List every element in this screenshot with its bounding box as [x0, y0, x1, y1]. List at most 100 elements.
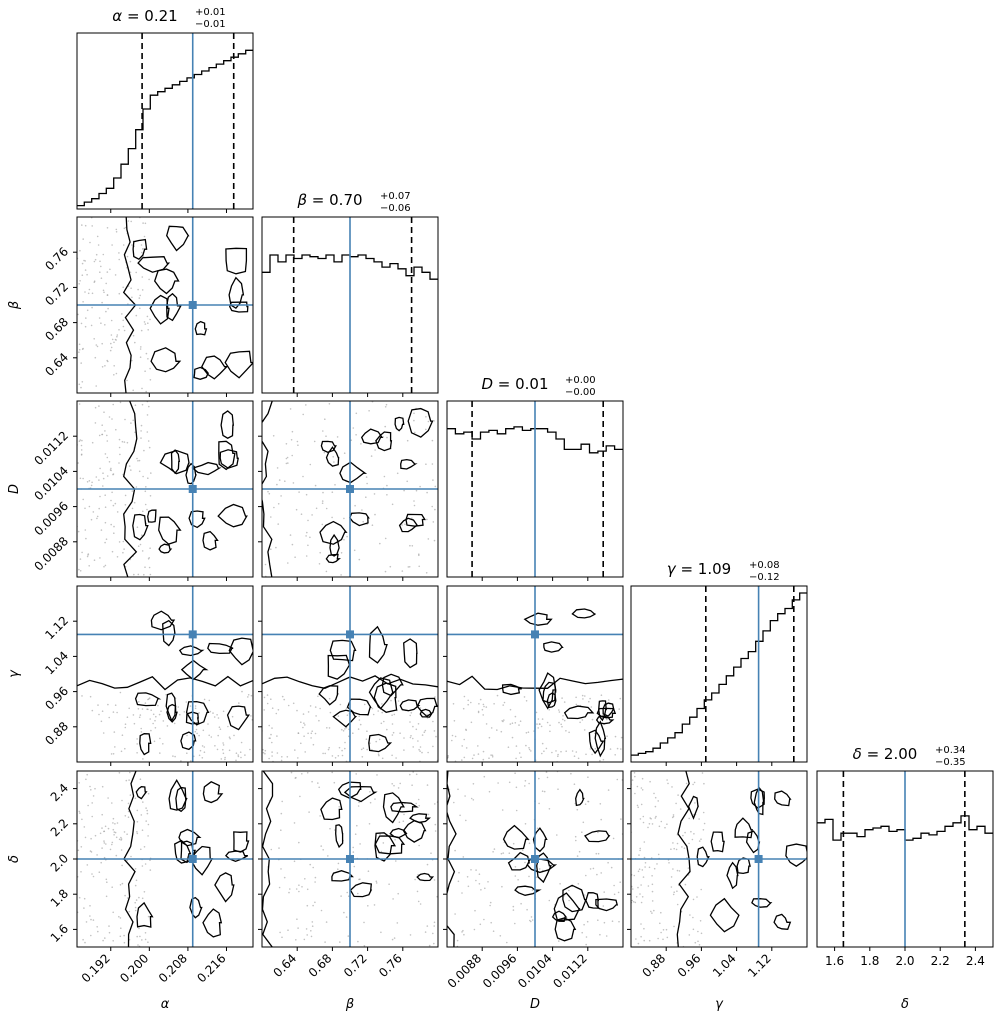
sample-point [473, 754, 475, 756]
sample-point [579, 721, 581, 724]
sample-point [113, 365, 115, 367]
sample-point [688, 842, 690, 845]
sample-point [332, 456, 335, 458]
sample-point [299, 795, 301, 798]
sample-point [138, 701, 140, 703]
sample-point [563, 701, 566, 703]
sample-point [657, 937, 659, 940]
sample-point [525, 700, 528, 702]
sample-point [672, 893, 675, 896]
sample-point [612, 837, 615, 840]
sample-point [199, 749, 202, 752]
sample-point [142, 248, 144, 250]
sample-point [96, 235, 99, 238]
sample-point [152, 722, 154, 725]
sample-point [328, 746, 331, 749]
sample-point [462, 856, 465, 858]
sample-point [195, 728, 198, 731]
sample-point [479, 923, 482, 926]
sample-point [620, 818, 622, 820]
sample-point [391, 503, 394, 506]
sample-point [642, 821, 645, 824]
sample-point [525, 744, 527, 747]
sample-point [144, 370, 146, 373]
contour-line [360, 428, 384, 445]
sample-point [538, 777, 540, 780]
sample-point [314, 706, 317, 708]
sample-point [313, 440, 316, 443]
sample-point [297, 927, 299, 929]
sample-point [426, 784, 429, 786]
sample-point [474, 909, 476, 912]
sample-point [81, 551, 83, 554]
sample-point [482, 758, 485, 761]
sample-point [290, 771, 293, 774]
sample-point [636, 785, 639, 788]
sample-point [541, 790, 544, 792]
sample-point [136, 743, 138, 745]
sample-point [390, 699, 392, 702]
sample-point [292, 482, 295, 484]
sample-point [113, 831, 116, 833]
sample-point [306, 888, 309, 891]
x-tick-label: 0.64 [271, 951, 300, 980]
sample-point [345, 707, 348, 710]
sample-point [643, 856, 646, 859]
contour-line [185, 700, 210, 726]
sample-point [343, 911, 345, 914]
sample-point [289, 888, 291, 890]
sample-point [94, 356, 97, 359]
sample-point [361, 756, 364, 758]
sample-point [541, 742, 544, 745]
sample-point [325, 435, 327, 438]
contour-line [399, 699, 421, 712]
sample-point [384, 570, 387, 573]
sample-point [431, 505, 434, 508]
contour-line [194, 320, 208, 336]
sample-point [635, 938, 637, 940]
sample-point [247, 696, 249, 698]
sample-point [434, 485, 437, 488]
title-minus: −0.00 [565, 387, 596, 398]
sample-point [288, 891, 290, 894]
sample-point [644, 866, 646, 868]
sample-point [140, 346, 142, 348]
contour-line [405, 513, 426, 527]
sample-point [530, 750, 532, 752]
sample-point [651, 900, 654, 902]
param-title: α = 0.21 [112, 7, 177, 25]
sample-point [147, 835, 149, 837]
sample-point [418, 553, 420, 555]
sample-point [549, 724, 551, 727]
sample-point [162, 720, 165, 722]
sample-point [576, 855, 579, 857]
sample-point [447, 755, 450, 757]
sample-point [597, 852, 600, 855]
sample-point [130, 469, 132, 471]
sample-point [122, 551, 124, 554]
sample-point [305, 555, 308, 557]
sample-point [92, 919, 95, 921]
sample-point [524, 861, 526, 864]
sample-point [136, 526, 139, 528]
sample-point [419, 750, 421, 752]
contour-line [139, 733, 152, 756]
sample-point [421, 751, 423, 754]
sample-point [147, 823, 150, 826]
sample-point [538, 802, 540, 805]
sample-point [426, 491, 428, 494]
sample-point [135, 271, 137, 274]
sample-point [366, 482, 368, 485]
sample-point [104, 430, 106, 432]
sample-point [311, 514, 313, 516]
contour-line [207, 642, 234, 655]
sample-point [106, 434, 108, 437]
sample-point [696, 896, 698, 898]
sample-point [517, 879, 519, 881]
sample-point [276, 752, 279, 754]
contour-line [180, 659, 209, 681]
sample-point [144, 323, 147, 325]
sample-point [93, 559, 96, 561]
sample-point [558, 709, 560, 711]
sample-point [93, 338, 95, 340]
